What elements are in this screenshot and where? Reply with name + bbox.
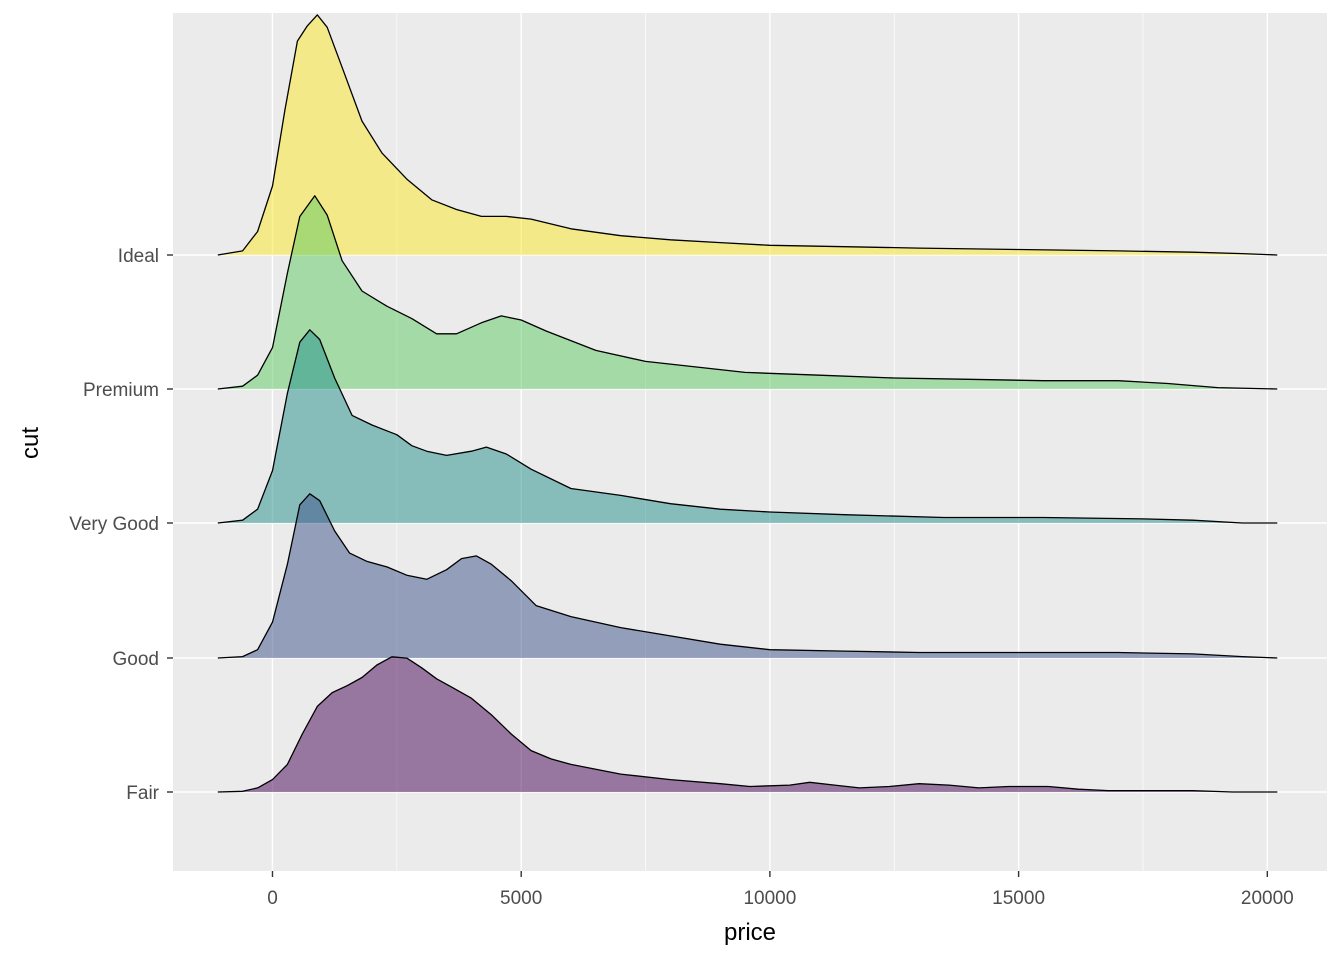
ridge-area-good (217, 493, 1278, 658)
x-tick-label: 15000 (992, 888, 1045, 909)
y-axis-title: cut (17, 427, 44, 459)
x-tick-label: 5000 (500, 888, 542, 909)
ridge-line-good (217, 493, 1278, 659)
ridge-line-ideal (217, 14, 1278, 256)
y-tick-label: Very Good (69, 514, 159, 535)
y-tick-label: Fair (126, 783, 159, 804)
x-tick-label: 10000 (743, 888, 796, 909)
x-tick-label: 20000 (1241, 888, 1294, 909)
y-tick-label: Good (113, 649, 159, 670)
ridge-area-fair (217, 656, 1278, 792)
ridge-line-very-good (217, 329, 1278, 524)
x-axis: 0 5000 10000 15000 20000 (267, 871, 1294, 909)
y-axis: Fair Good Very Good Premium Ideal (69, 246, 173, 804)
ridge-area-very-good (217, 329, 1278, 523)
y-tick-label: Premium (83, 380, 159, 401)
x-tick-label: 0 (267, 888, 278, 909)
ridge-line-fair (217, 656, 1278, 793)
y-tick-label: Ideal (118, 246, 159, 267)
x-axis-title: price (724, 919, 776, 946)
ridge-area-premium (217, 195, 1278, 389)
ridges (217, 14, 1278, 793)
ridge-line-premium (217, 195, 1278, 390)
